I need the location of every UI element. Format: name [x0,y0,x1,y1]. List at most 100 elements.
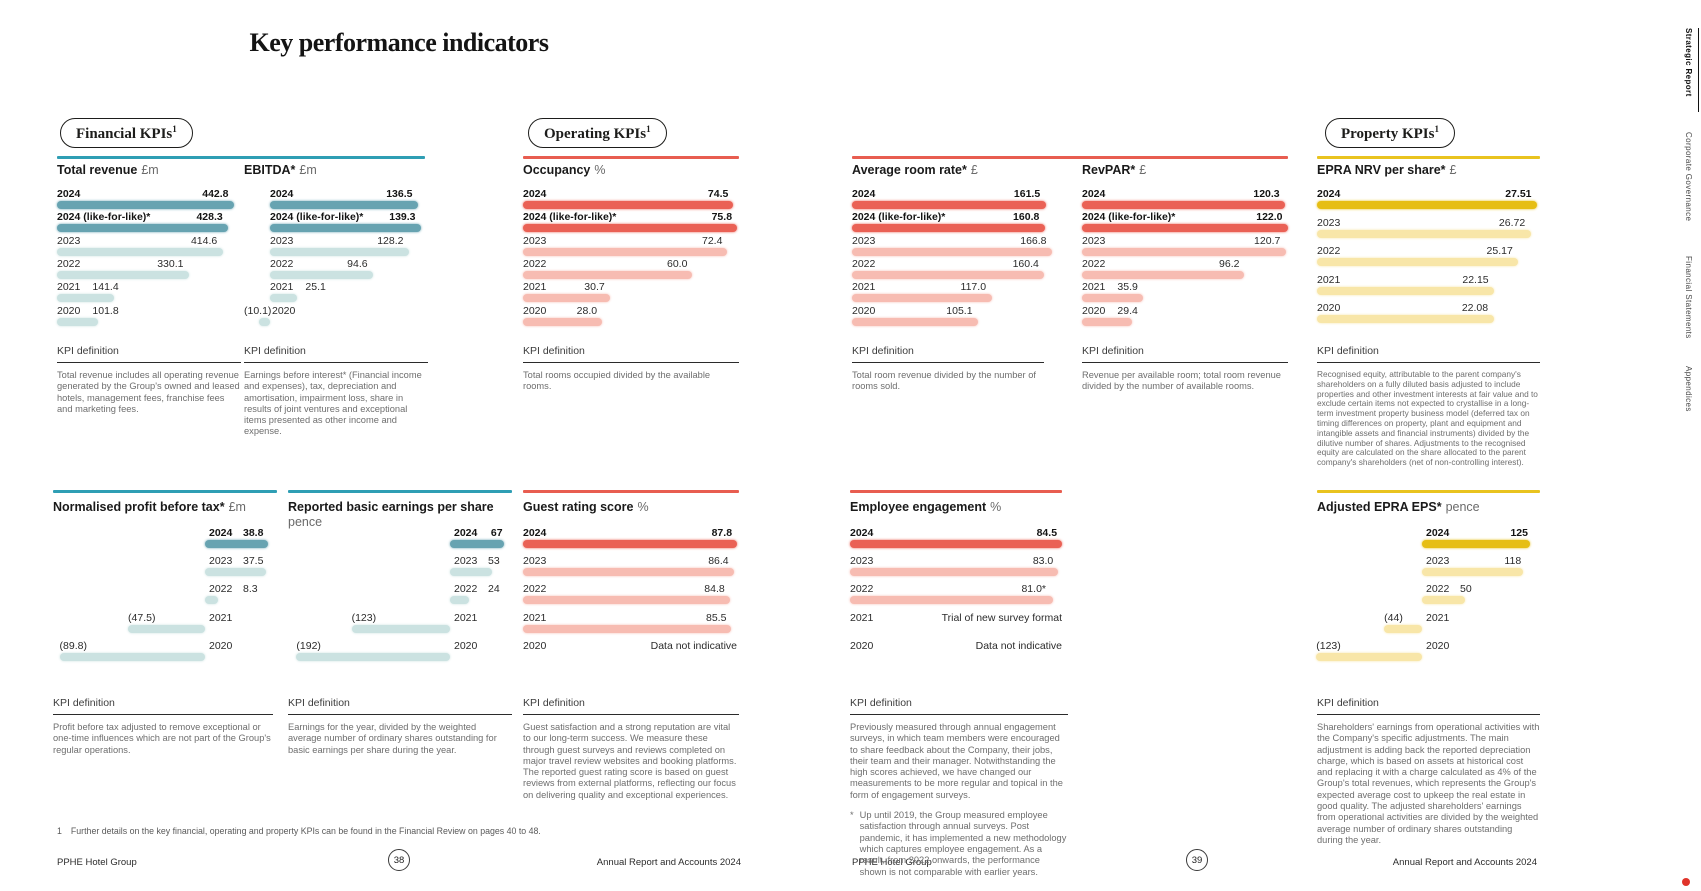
kpi-year-label: 2022 [1082,257,1106,270]
kpi-value-label: 118 [1504,555,1522,568]
kpi-value-label: (192) [296,639,321,652]
kpi-bar [1317,201,1537,209]
kpi-bar [852,317,979,326]
kpi-value-label: 29.4 [1117,304,1138,317]
kpi-value-label: (47.5) [128,611,156,624]
kpi-year-label: 2023 [850,555,874,568]
group-pill-property-label: Property KPIs [1341,126,1435,142]
side-tab-corporate-governance[interactable]: Corporate Governance [1684,132,1693,222]
kpi-chart-heading: Employee engagement% [850,500,1001,514]
kpi-chart-title: Total revenue [57,163,138,177]
kpi-row: 2020 22.08 [1317,302,1537,326]
section-rule [523,490,739,493]
kpi-chart-unit: % [637,500,649,514]
kpi-year-label: 2024 [850,527,874,539]
kpi-chart-revpar: RevPAR* £2024 120.3 2024 (like-for-like)* 12… [1082,163,1288,338]
kpi-definition-text: Guest satisfaction and a strong reputati… [523,722,737,800]
kpi-definition-text: Revenue per available room; total room r… [1082,370,1281,392]
kpi-row: 2022 84.8 [523,583,737,607]
kpi-year-label: 2024 [57,188,81,200]
kpi-year-label: 2021 [454,611,478,624]
kpi-value-label: 74.5 [707,188,729,200]
kpi-year-label: 2020 [523,639,547,652]
kpi-value-label: 94.6 [347,257,368,270]
kpi-bar [1384,624,1422,633]
kpi-value-label: 67 [490,527,503,539]
kpi-definition-text: Total room revenue divided by the number… [852,370,1036,392]
kpi-chart-title: Normalised profit before tax* [53,500,225,514]
kpi-year-label: 2022 [523,583,547,596]
kpi-value-label: 35.9 [1117,281,1138,294]
kpi-chart-title: Adjusted EPRA EPS* [1317,500,1442,514]
kpi-row: 2021 (44) [1317,612,1540,636]
kpi-bar [523,201,734,209]
kpi-value-label: (89.8) [59,639,87,652]
group-pill-property: Property KPIs1 [1325,118,1455,148]
kpi-definition-occupancy: KPI definition Total rooms occupied divid… [523,345,739,393]
kpi-bar [57,270,189,279]
kpi-row: 2023 414.6 [57,235,234,259]
kpi-row: 2024 38.8 [53,527,270,551]
kpi-value-label: 105.1 [946,304,973,317]
accent-dot [1682,878,1690,886]
kpi-bar [1082,247,1286,256]
kpi-row: 2022 8.3 [53,583,270,607]
side-tab-appendices[interactable]: Appendices [1684,366,1693,412]
kpi-bar [205,596,219,605]
side-tab-financial-statements[interactable]: Financial Statements [1684,256,1693,339]
page-number-right: 39 [1186,849,1208,871]
kpi-row: 2024 87.8 [523,527,737,551]
kpi-year-label: 2021 [209,611,233,624]
kpi-bar [57,294,114,303]
kpi-row: 2020 29.4 [1082,305,1288,329]
kpi-definition-avg-room-rate: KPI definition Total room revenue divided… [852,345,1044,393]
kpi-bar [270,201,418,209]
kpi-row: 2023 26.72 [1317,217,1537,241]
kpi-chart-title: RevPAR* [1082,163,1136,177]
kpi-value-label: (44) [1384,611,1403,624]
kpi-definition-heading: KPI definition [523,697,739,715]
kpi-bar [450,568,493,577]
page-number-left: 38 [388,849,410,871]
footer-report-right: Annual Report and Accounts 2024 [1392,857,1537,868]
kpi-year-label: 2023 [1317,216,1341,229]
kpi-definition-guest-rating: KPI definition Guest satisfaction and a s… [523,697,739,801]
kpi-row: 2021 35.9 [1082,281,1288,305]
kpi-note: Data not indicative [975,639,1062,652]
kpi-row: 2022 96.2 [1082,258,1288,282]
kpi-row: 2020 (123) [1316,639,1540,664]
kpi-value-label: 25.17 [1486,245,1513,258]
kpi-row: 2024 (like-for-like)* 122.0 [1082,211,1288,235]
kpi-row: 2022 24 [288,583,515,607]
page-number-right-value: 39 [1191,854,1203,866]
kpi-row: 2020 (10.1) [244,305,421,329]
kpi-value-label: 84.8 [704,583,725,596]
kpi-year-label: 2022 [57,257,81,270]
kpi-chart-heading: RevPAR* £ [1082,163,1146,177]
kpi-year-label: 2020 [57,304,81,317]
kpi-chart-heading: Adjusted EPRA EPS* pence [1317,500,1480,514]
section-rule [852,156,1288,159]
kpi-bar [270,294,298,303]
kpi-definition-ebitda: KPI definition Earnings before interest* … [244,345,428,438]
kpi-value-label: (123) [1316,639,1341,652]
kpi-value-label: 139.3 [389,211,416,224]
kpi-chart-title: EBITDA* [244,163,296,177]
kpi-bar [270,247,409,256]
kpi-value-label: 50 [1460,583,1472,596]
side-tab-strategic-report[interactable]: Strategic Report [1684,28,1693,97]
kpi-definition-text: Profit before tax adjusted to remove exc… [53,722,271,755]
kpi-bar [850,568,1059,577]
footer-brand-right: PPHE Hotel Group [852,857,932,868]
page-number-left-value: 38 [393,854,405,866]
kpi-bar [1317,229,1531,238]
kpi-bar [450,540,504,548]
section-rule [850,490,1062,493]
page-footnote-text: Further details on the key financial, op… [70,826,541,836]
kpi-row: 2024 (like-for-like)* 160.8 [852,211,1052,235]
kpi-year-label: 2021 [523,281,547,294]
kpi-value-label: 120.3 [1253,188,1280,200]
kpi-definition-heading: KPI definition [288,697,512,715]
kpi-value-label: 96.2 [1219,257,1240,270]
kpi-row: 2021 (123) [288,612,515,636]
